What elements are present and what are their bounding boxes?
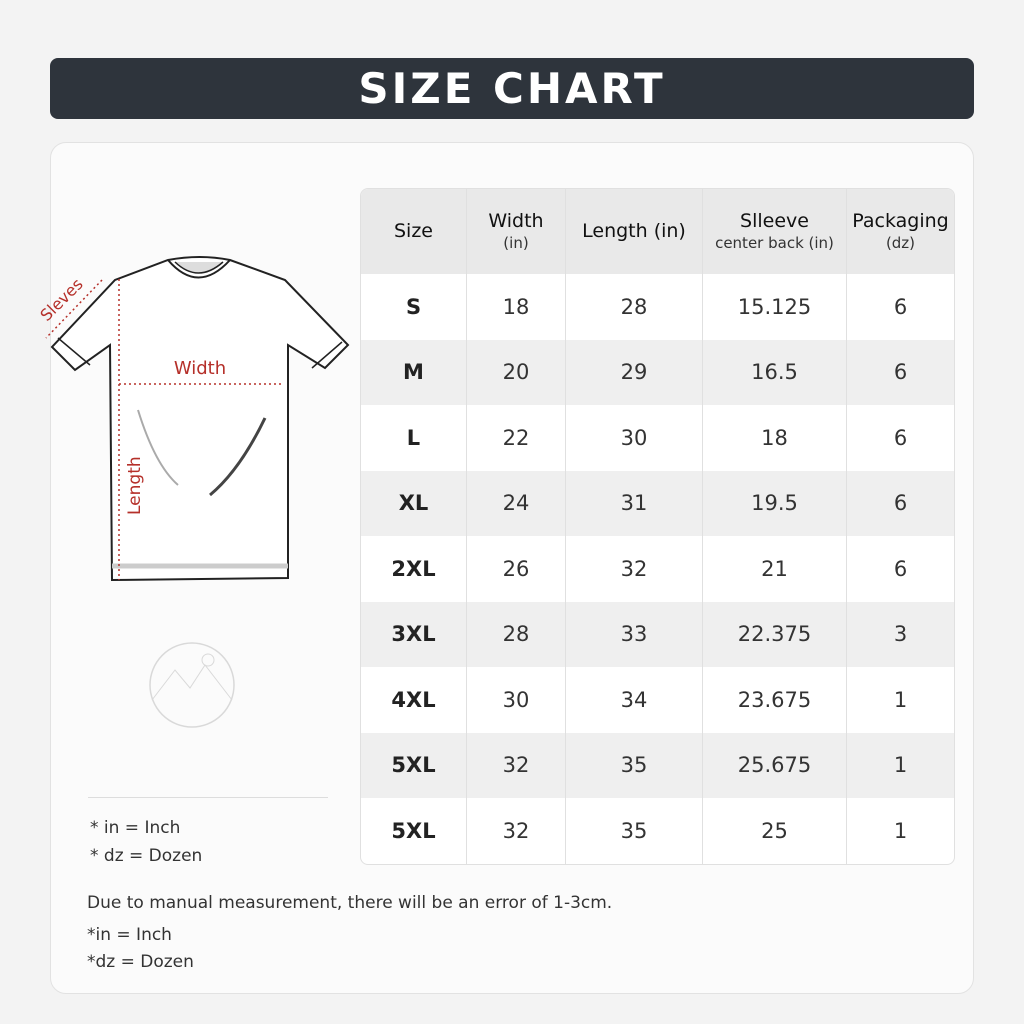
size-cell: L bbox=[361, 405, 467, 471]
size-cell: 3XL bbox=[361, 601, 467, 667]
size-cell: S bbox=[361, 274, 467, 340]
table-row: 3XL 28 33 22.375 3 bbox=[361, 601, 954, 667]
legend-inch: * in = Inch bbox=[90, 818, 181, 838]
sleeve-cell: 18 bbox=[703, 405, 847, 471]
tshirt-outline bbox=[50, 256, 350, 582]
length-cell: 30 bbox=[566, 405, 703, 471]
sleeve-cell: 19.5 bbox=[703, 470, 847, 536]
sleeve-cell: 22.375 bbox=[703, 601, 847, 667]
measurement-note: Due to manual measurement, there will be… bbox=[87, 893, 613, 913]
size-cell: 4XL bbox=[361, 667, 467, 733]
size-table: Size Width (in) Length (in) Slleeve center… bbox=[360, 188, 955, 865]
note-dozen: *dz = Dozen bbox=[87, 952, 194, 972]
header-length: Length (in) bbox=[566, 189, 703, 274]
size-cell: XL bbox=[361, 470, 467, 536]
mountain-logo-icon bbox=[149, 642, 235, 728]
sleeve-cell: 15.125 bbox=[703, 274, 847, 340]
width-cell: 32 bbox=[467, 798, 566, 864]
length-cell: 31 bbox=[566, 470, 703, 536]
packaging-cell: 1 bbox=[893, 687, 908, 712]
length-cell: 32 bbox=[566, 536, 703, 602]
measure-lines bbox=[45, 279, 284, 580]
size-cell: 5XL bbox=[361, 732, 467, 798]
width-cell: 22 bbox=[467, 405, 566, 471]
width-cell: 32 bbox=[467, 732, 566, 798]
sleeve-cell: 16.5 bbox=[703, 339, 847, 405]
table-row: L 22 30 18 6 bbox=[361, 405, 954, 471]
packaging-cell: 1 bbox=[847, 732, 954, 798]
packaging-cell: 6 bbox=[893, 556, 908, 581]
packaging-cell: 6 bbox=[847, 470, 954, 536]
packaging-cell: 6 bbox=[847, 339, 954, 405]
sleeve-cell: 23.675 bbox=[703, 667, 847, 733]
table-row: 4XL 30 34 23.675 1 bbox=[361, 667, 954, 733]
legend-dozen: * dz = Dozen bbox=[90, 846, 203, 866]
tshirt-diagram: Width Length Sleves bbox=[36, 256, 350, 582]
width-cell: 20 bbox=[467, 339, 566, 405]
packaging-cell: 3 bbox=[847, 601, 954, 667]
size-cell: M bbox=[361, 339, 467, 405]
packaging-cell: 1 bbox=[893, 818, 908, 843]
width-cell: 26 bbox=[467, 536, 566, 602]
page-title: SIZE CHART bbox=[358, 64, 666, 113]
length-cell: 28 bbox=[566, 274, 703, 340]
sleeve-cell: 25 bbox=[703, 798, 847, 864]
length-label: Length bbox=[125, 456, 145, 515]
width-cell: 18 bbox=[467, 274, 566, 340]
table-row: XL 24 31 19.5 6 bbox=[361, 470, 954, 536]
table-row: S 18 28 15.125 6 bbox=[361, 274, 954, 340]
table-row: 5XL 32 35 25.675 1 bbox=[361, 732, 954, 798]
size-cell: 2XL bbox=[361, 536, 467, 602]
length-cell: 29 bbox=[566, 339, 703, 405]
sleeve-cell: 25.675 bbox=[703, 732, 847, 798]
width-label: Width bbox=[174, 358, 226, 379]
note-inch: *in = Inch bbox=[87, 925, 172, 945]
table-row: 5XL 32 35 25 1 bbox=[361, 798, 954, 864]
header-sleeve: Slleeve center back (in) bbox=[703, 189, 847, 274]
table-row: M 20 29 16.5 6 bbox=[361, 339, 954, 405]
sleeve-cell: 21 bbox=[703, 536, 847, 602]
table-row: 2XL 26 32 21 6 bbox=[361, 536, 954, 602]
width-cell: 28 bbox=[467, 601, 566, 667]
length-cell: 35 bbox=[566, 732, 703, 798]
length-cell: 33 bbox=[566, 601, 703, 667]
header-width: Width (in) bbox=[467, 189, 566, 274]
size-cell: 5XL bbox=[361, 798, 467, 864]
divider bbox=[88, 797, 328, 798]
title-bar: SIZE CHART bbox=[50, 58, 974, 119]
length-cell: 35 bbox=[566, 798, 703, 864]
length-cell: 34 bbox=[566, 667, 703, 733]
packaging-cell: 6 bbox=[893, 425, 908, 450]
header-size: Size bbox=[361, 189, 467, 274]
width-cell: 24 bbox=[467, 470, 566, 536]
header-packaging: Packaging (dz) bbox=[847, 189, 954, 274]
width-cell: 30 bbox=[467, 667, 566, 733]
packaging-cell: 6 bbox=[893, 294, 908, 319]
